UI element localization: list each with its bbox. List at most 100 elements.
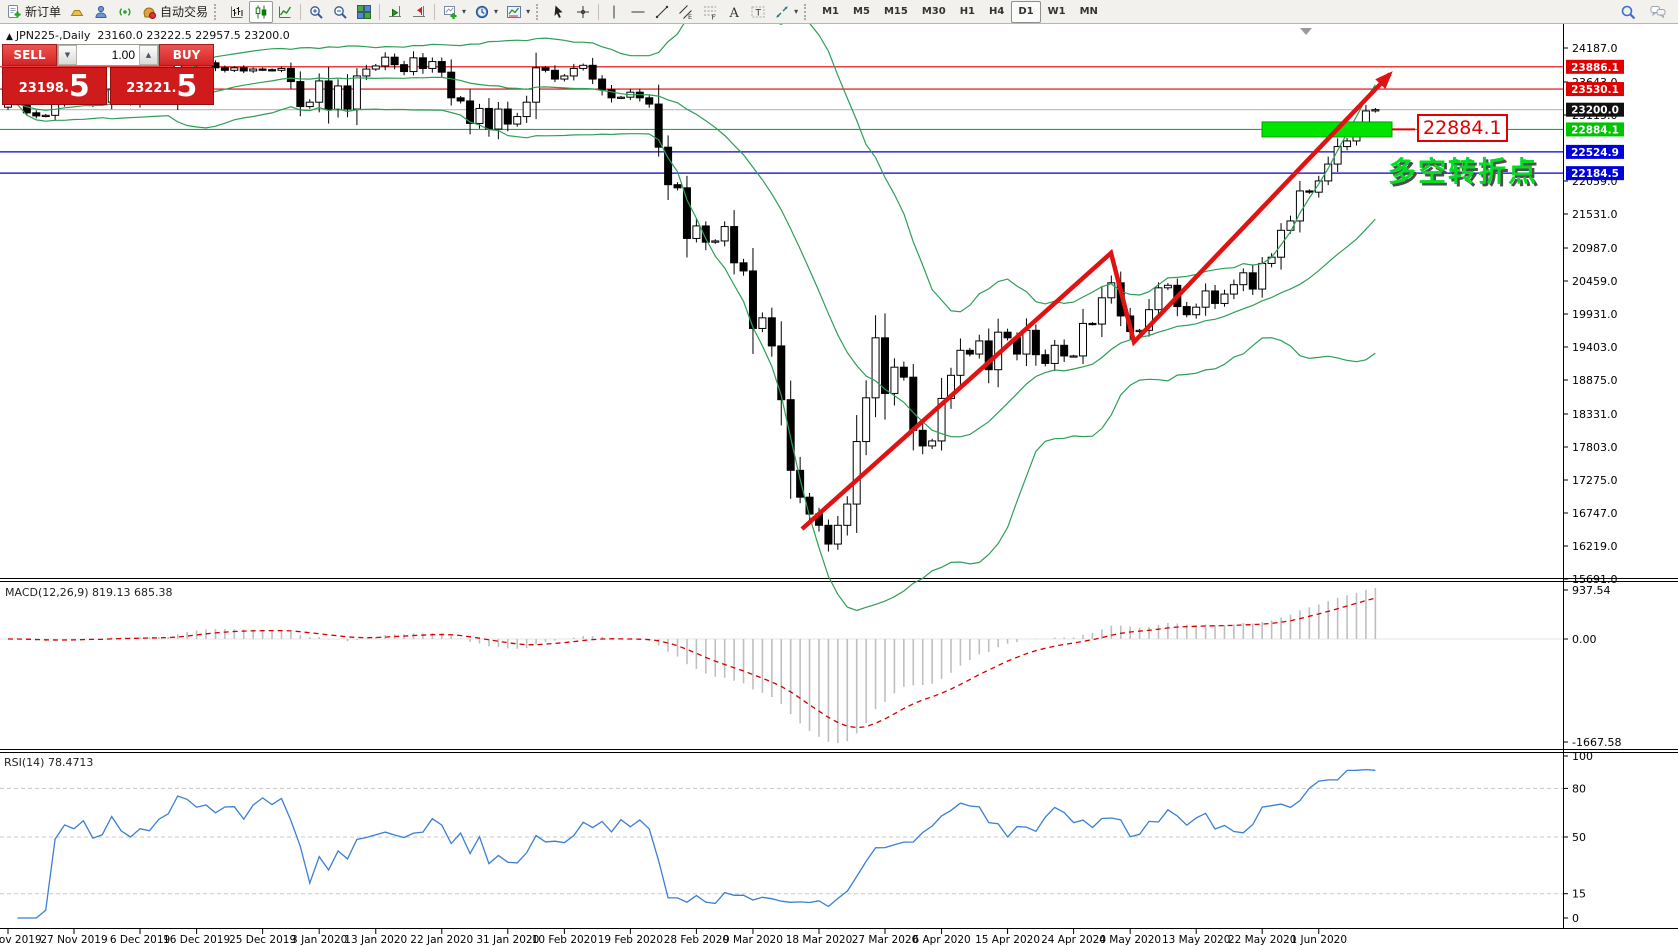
macd-label: MACD(12,26,9) 819.13 685.38 — [5, 586, 173, 599]
new-chart-button[interactable]: ▾ — [438, 1, 470, 23]
timeframe-m5-button[interactable]: M5 — [853, 5, 870, 17]
macd-axis[interactable]: 937.54 0.00 -1667.58 — [1563, 584, 1621, 749]
rsi-axis[interactable]: 100 80 50 15 0 — [1563, 750, 1593, 925]
trend-arrow[interactable] — [800, 71, 1393, 531]
zoom-out-button[interactable] — [328, 1, 352, 23]
svg-text:80: 80 — [1572, 782, 1586, 795]
chat-button[interactable] — [1646, 1, 1670, 23]
svg-text:6 Dec 2019: 6 Dec 2019 — [110, 934, 170, 946]
svg-text:22524.9: 22524.9 — [1571, 147, 1619, 159]
timeframe-d1-button[interactable]: D1 — [1011, 0, 1041, 23]
line-chart-icon — [279, 6, 292, 18]
gold-chart-button[interactable] — [65, 1, 89, 23]
timeframe-mn-button[interactable]: MN — [1079, 5, 1098, 17]
volume-input[interactable] — [77, 45, 139, 65]
gold-icon — [70, 9, 84, 16]
cursor-button[interactable] — [547, 1, 571, 23]
signals-button[interactable] — [113, 1, 137, 23]
profiles-button[interactable] — [89, 1, 113, 23]
tile-windows-button[interactable] — [352, 1, 376, 23]
volume-increase-button[interactable]: ▲ — [139, 45, 158, 65]
svg-text:16747.0: 16747.0 — [1572, 507, 1618, 520]
svg-text:50: 50 — [1572, 831, 1586, 844]
timeframe-m1-button[interactable]: M1 — [822, 5, 840, 17]
svg-text:22884.1: 22884.1 — [1571, 124, 1619, 136]
svg-text:27 Mar 2020: 27 Mar 2020 — [852, 934, 919, 946]
svg-text:19 Feb 2020: 19 Feb 2020 — [598, 934, 663, 946]
cursor-icon — [554, 5, 563, 18]
templates-button[interactable]: ▾ — [502, 1, 534, 23]
one-click-trade-panel: SELL ▼ ▲ BUY 23198. 5 23221. 5 — [2, 44, 214, 105]
price-level-callout[interactable]: 22884.1 — [1417, 114, 1508, 142]
channel-icon: E — [679, 4, 692, 20]
svg-text:1 Jun 2020: 1 Jun 2020 — [1291, 934, 1347, 946]
svg-text:16 Dec 2019: 16 Dec 2019 — [163, 934, 230, 946]
zoom-in-button[interactable] — [304, 1, 328, 23]
vertical-line-button[interactable] — [602, 1, 626, 23]
zoom-out-icon — [334, 5, 347, 19]
zoom-in-icon — [310, 5, 323, 19]
svg-text:937.54: 937.54 — [1572, 584, 1611, 597]
buy-button[interactable]: BUY — [159, 44, 214, 66]
label-t-icon: T — [751, 6, 765, 18]
volume-stepper: ▼ ▲ — [57, 44, 159, 66]
rsi-indicator — [0, 768, 1563, 919]
fibonacci-button[interactable]: F — [698, 1, 722, 23]
svg-text:23886.1: 23886.1 — [1571, 62, 1619, 74]
timeframe-w1-button[interactable]: W1 — [1047, 5, 1066, 17]
text-button[interactable]: A — [722, 1, 746, 23]
svg-text:E: E — [688, 13, 692, 20]
line-chart-button[interactable] — [273, 1, 297, 23]
timeframe-h4-button[interactable]: H4 — [989, 5, 1005, 17]
chart-ohlc-header: ▲ JPN225-,Daily 23160.0 23222.5 22957.5 2… — [6, 29, 290, 42]
tile-icon — [357, 4, 372, 19]
candlestick-chart-button[interactable] — [249, 0, 274, 23]
timeframe-m30-button[interactable]: M30 — [921, 5, 946, 17]
trendline-button[interactable] — [650, 1, 674, 23]
horizontal-line-button[interactable] — [626, 1, 650, 23]
candles-icon — [255, 5, 267, 18]
price-level-lines[interactable] — [0, 66, 1563, 174]
buy-price-int: 23221. — [126, 81, 177, 96]
svg-text:20459.0: 20459.0 — [1572, 275, 1618, 288]
toolbar-separator — [536, 3, 545, 20]
text-a-icon: A — [729, 6, 740, 20]
price-axis[interactable]: 24187.023643.023115.022059.021531.020987… — [1563, 42, 1624, 586]
chart-shift-marker-icon[interactable] — [1300, 28, 1312, 35]
bar-chart-button[interactable] — [225, 1, 249, 23]
pane-separators — [0, 24, 1678, 929]
text-label-button[interactable]: T — [746, 1, 770, 23]
svg-text:19403.0: 19403.0 — [1572, 341, 1618, 354]
buy-price-display[interactable]: 23221. 5 — [109, 67, 214, 105]
svg-text:23530.1: 23530.1 — [1571, 84, 1619, 96]
arrows-button[interactable]: ▾ — [770, 1, 802, 23]
sell-price-big-digit: 5 — [68, 69, 90, 104]
new-order-button[interactable]: 新订单 — [2, 1, 65, 23]
sell-price-display[interactable]: 23198. 5 — [2, 67, 107, 105]
timeframe-m15-button[interactable]: M15 — [883, 5, 908, 17]
ohlc-values: 23160.0 23222.5 22957.5 23200.0 — [97, 29, 290, 42]
chart-shift-button[interactable] — [407, 1, 431, 23]
profile-icon — [95, 5, 107, 18]
candlestick-series — [4, 49, 1380, 552]
periods-button[interactable]: ▾ — [470, 1, 502, 23]
search-button[interactable] — [1616, 1, 1640, 23]
volume-decrease-button[interactable]: ▼ — [58, 45, 77, 65]
svg-text:3 Jan 2020: 3 Jan 2020 — [291, 934, 347, 946]
crosshair-button[interactable] — [571, 1, 595, 23]
support-zone-box[interactable] — [1261, 121, 1393, 138]
svg-text:17803.0: 17803.0 — [1572, 441, 1618, 454]
sell-button[interactable]: SELL — [2, 44, 57, 66]
toolbar-separator — [434, 3, 436, 20]
svg-text:18331.0: 18331.0 — [1572, 408, 1618, 421]
timeframe-h1-button[interactable]: H1 — [959, 5, 976, 17]
chat-icon — [1650, 5, 1666, 18]
svg-text:15: 15 — [1572, 888, 1586, 901]
channel-button[interactable]: E — [674, 1, 698, 23]
autotrading-button[interactable]: 自动交易 — [137, 1, 212, 23]
svg-text:-1667.58: -1667.58 — [1572, 736, 1621, 749]
auto-scroll-button[interactable] — [383, 1, 407, 23]
